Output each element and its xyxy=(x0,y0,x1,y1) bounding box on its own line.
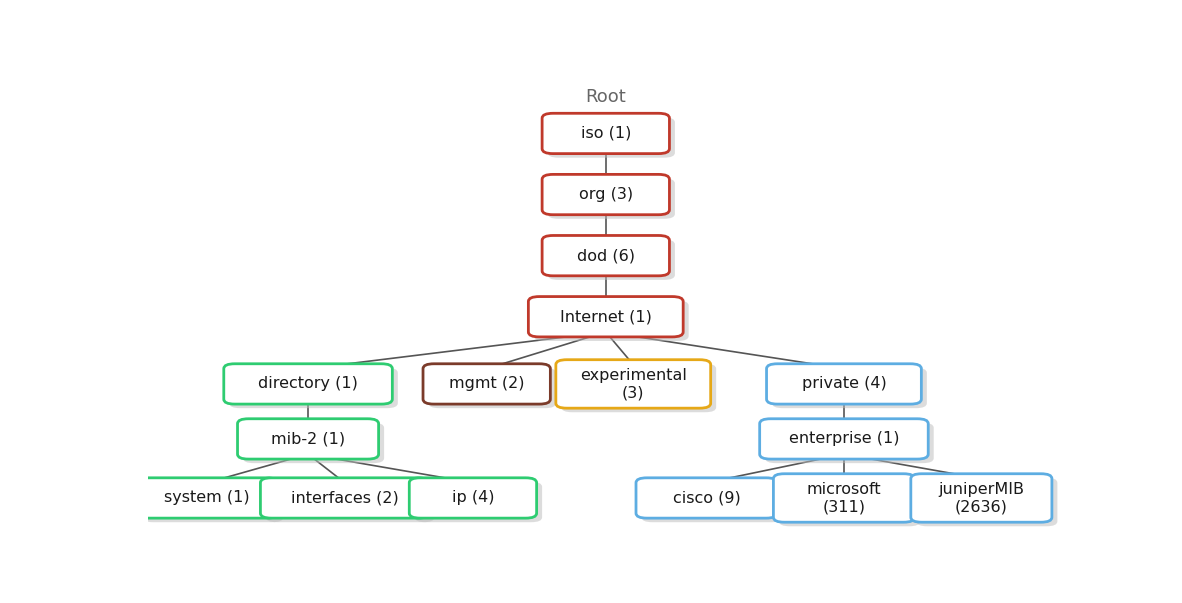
FancyBboxPatch shape xyxy=(415,482,543,522)
Text: interfaces (2): interfaces (2) xyxy=(291,490,398,505)
FancyBboxPatch shape xyxy=(916,478,1058,526)
FancyBboxPatch shape xyxy=(765,423,934,463)
FancyBboxPatch shape xyxy=(773,474,915,522)
FancyBboxPatch shape xyxy=(779,478,920,526)
Text: directory (1): directory (1) xyxy=(258,376,358,391)
Text: enterprise (1): enterprise (1) xyxy=(788,431,900,446)
FancyBboxPatch shape xyxy=(556,360,710,408)
Text: Root: Root xyxy=(585,88,626,106)
FancyBboxPatch shape xyxy=(547,118,675,158)
FancyBboxPatch shape xyxy=(423,364,551,404)
Text: microsoft
(311): microsoft (311) xyxy=(806,482,882,514)
FancyBboxPatch shape xyxy=(429,368,556,408)
FancyBboxPatch shape xyxy=(767,364,921,404)
FancyBboxPatch shape xyxy=(636,478,777,518)
Text: mgmt (2): mgmt (2) xyxy=(449,376,525,391)
Text: juniperMIB
(2636): juniperMIB (2636) xyxy=(939,482,1025,514)
FancyBboxPatch shape xyxy=(561,364,716,412)
FancyBboxPatch shape xyxy=(409,478,537,518)
FancyBboxPatch shape xyxy=(547,178,675,219)
Text: iso (1): iso (1) xyxy=(580,126,631,141)
FancyBboxPatch shape xyxy=(543,236,669,276)
FancyBboxPatch shape xyxy=(547,239,675,280)
Text: system (1): system (1) xyxy=(164,490,251,505)
Text: org (3): org (3) xyxy=(579,187,632,202)
FancyBboxPatch shape xyxy=(528,297,683,337)
FancyBboxPatch shape xyxy=(142,482,284,522)
FancyBboxPatch shape xyxy=(266,482,435,522)
FancyBboxPatch shape xyxy=(238,418,378,459)
Text: private (4): private (4) xyxy=(801,376,886,391)
FancyBboxPatch shape xyxy=(911,474,1052,522)
Text: dod (6): dod (6) xyxy=(577,248,635,263)
Text: experimental
(3): experimental (3) xyxy=(580,368,687,400)
FancyBboxPatch shape xyxy=(543,113,669,154)
Text: ip (4): ip (4) xyxy=(452,490,494,505)
FancyBboxPatch shape xyxy=(260,478,429,518)
FancyBboxPatch shape xyxy=(534,301,689,341)
Text: cisco (9): cisco (9) xyxy=(673,490,740,505)
FancyBboxPatch shape xyxy=(223,364,392,404)
Text: mib-2 (1): mib-2 (1) xyxy=(271,431,345,446)
FancyBboxPatch shape xyxy=(543,174,669,215)
Text: Internet (1): Internet (1) xyxy=(560,309,651,324)
FancyBboxPatch shape xyxy=(137,478,278,518)
FancyBboxPatch shape xyxy=(229,368,398,408)
FancyBboxPatch shape xyxy=(772,368,927,408)
FancyBboxPatch shape xyxy=(642,482,782,522)
FancyBboxPatch shape xyxy=(243,423,384,463)
FancyBboxPatch shape xyxy=(760,418,928,459)
